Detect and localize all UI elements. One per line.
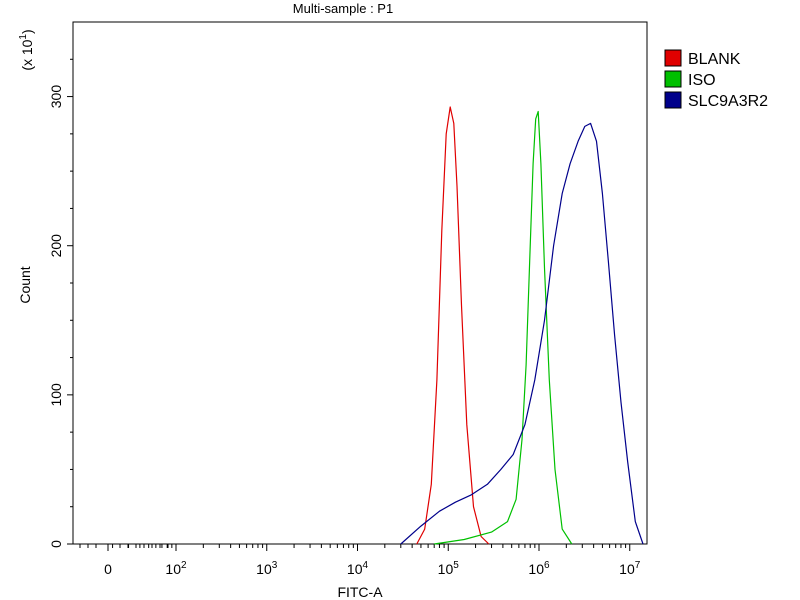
x-tick-label: 102 — [165, 560, 187, 577]
x-tick-label: 0 — [104, 561, 112, 577]
y-tick-label: 100 — [48, 383, 64, 407]
y-axis-label: Count — [17, 266, 33, 303]
legend-label: ISO — [688, 72, 716, 89]
axes: 0 100 200 300 0 102 103 104 105 106 107 — [48, 58, 641, 577]
y-tick-label: 0 — [48, 540, 64, 548]
y-tick-label: 200 — [48, 234, 64, 258]
legend-swatch — [664, 49, 682, 67]
y-tick-label: 300 — [48, 85, 64, 109]
legend-swatch — [664, 91, 682, 109]
chart-title: Multi-sample : P1 — [293, 1, 393, 16]
legend-label: SLC9A3R2 — [688, 93, 768, 110]
series-line-slc9a3r2 — [400, 122, 644, 545]
legend: BLANK ISO SLC9A3R2 — [664, 49, 768, 110]
x-tick-label: 103 — [256, 560, 278, 577]
x-tick-label: 105 — [438, 560, 460, 577]
y-axis-multiplier: (x 101) — [18, 29, 35, 70]
x-tick-label: 107 — [619, 560, 641, 577]
series-line-blank — [416, 106, 490, 545]
legend-label: BLANK — [688, 51, 741, 68]
series-line-iso — [434, 110, 573, 545]
x-tick-label: 106 — [528, 560, 550, 577]
x-axis-label: FITC-A — [337, 584, 383, 600]
x-tick-label: 104 — [347, 560, 369, 577]
legend-swatch — [664, 70, 682, 88]
series-lines — [400, 106, 644, 545]
plot-frame — [72, 21, 648, 545]
